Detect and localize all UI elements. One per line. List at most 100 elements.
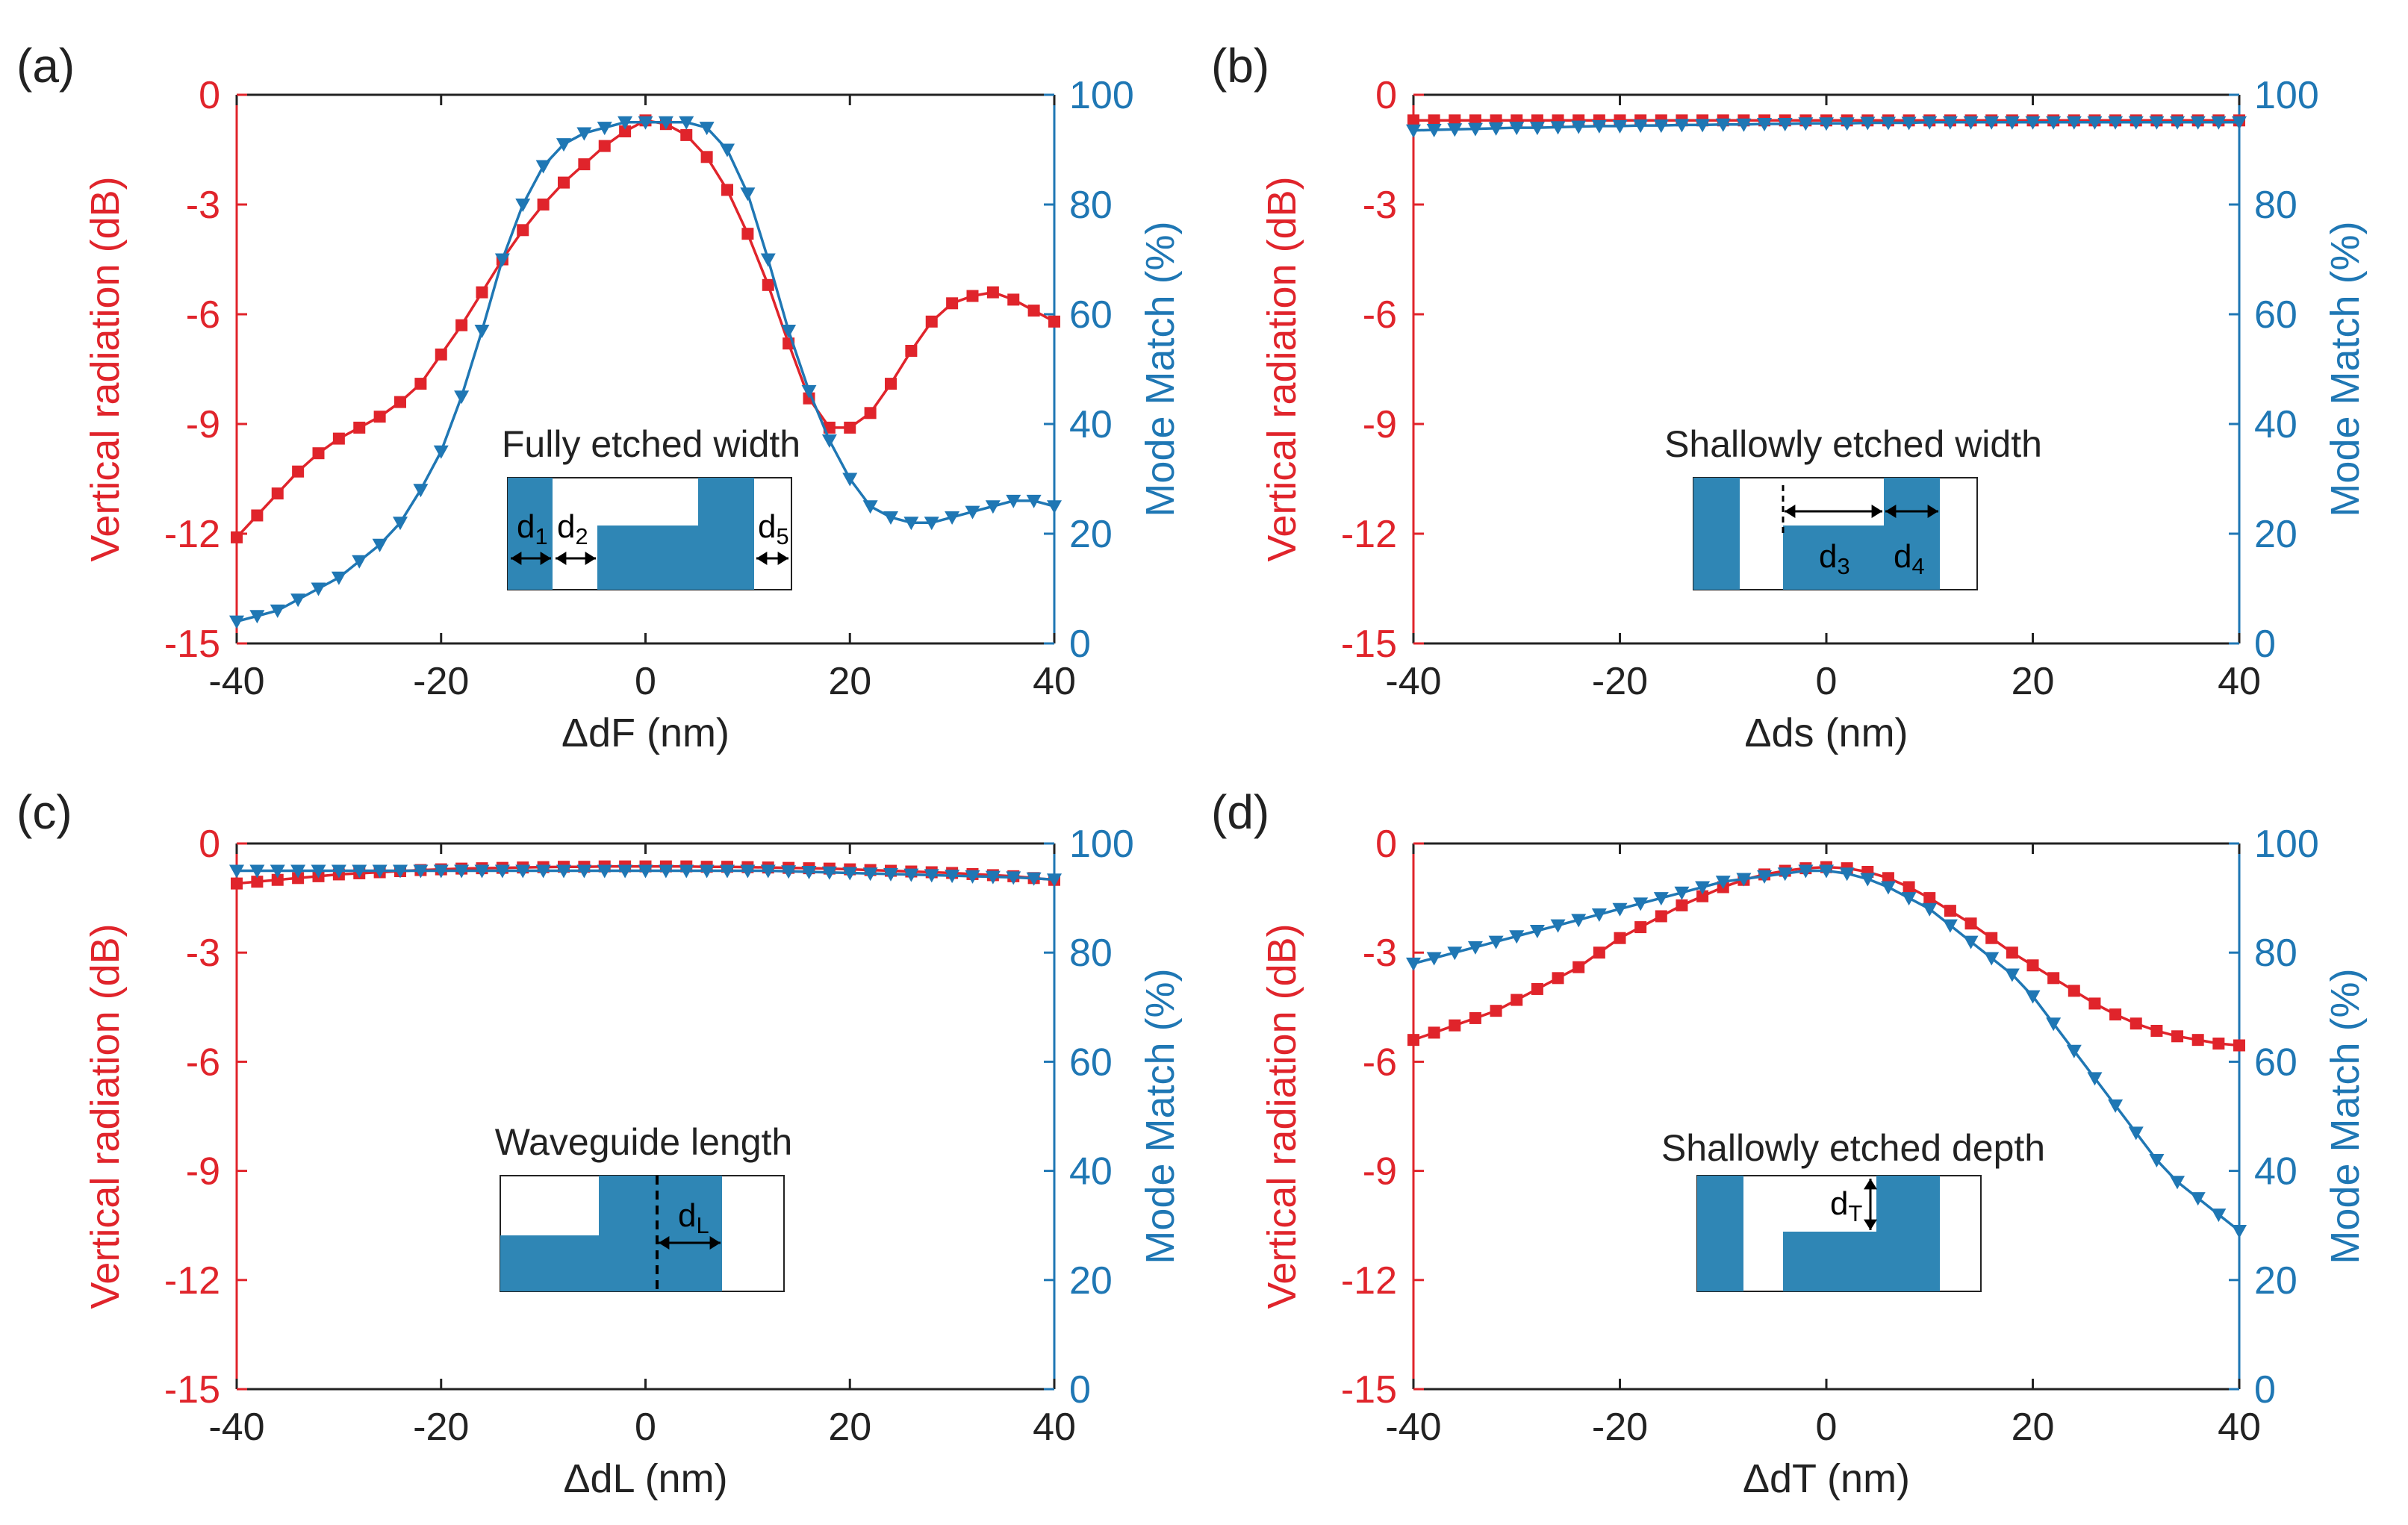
arrow-head	[540, 552, 551, 565]
arrow-head	[709, 1236, 721, 1250]
chart-panel-b: (b)-40 -20 0 20 400-3-6-9-12-15100806040200Δ…	[1211, 39, 2368, 755]
x-tick-label: 20	[828, 660, 871, 703]
y-right-tick-label: 80	[2254, 932, 2297, 975]
data-point-square	[925, 315, 938, 328]
data-point-triangle	[699, 864, 715, 879]
data-point-triangle	[985, 500, 1001, 514]
data-point-triangle	[454, 864, 470, 879]
data-point-triangle	[1674, 886, 1690, 900]
data-point-triangle	[270, 864, 285, 879]
inset-dim-label: d5	[758, 508, 789, 549]
data-point-square	[1407, 1034, 1419, 1047]
data-point-triangle	[801, 384, 817, 399]
y-left-tick-label: -12	[164, 1259, 220, 1303]
data-point-triangle	[2232, 1225, 2247, 1239]
inset-ridge	[599, 1176, 722, 1291]
data-point-triangle	[2087, 116, 2103, 130]
data-point-triangle	[535, 160, 551, 174]
data-point-square	[1696, 890, 1709, 902]
data-point-triangle	[1653, 119, 1669, 134]
panel-letter: (d)	[1211, 785, 1269, 839]
y-right-tick-label: 0	[1069, 1368, 1091, 1412]
data-point-triangle	[2087, 1072, 2103, 1086]
data-point-square	[721, 184, 733, 196]
data-point-triangle	[597, 864, 612, 879]
data-point-triangle	[1942, 919, 1958, 933]
data-point-triangle	[1757, 870, 1773, 884]
data-point-triangle	[2149, 116, 2165, 130]
data-point-square	[1882, 872, 1894, 885]
inset-dim-label: dT	[1830, 1185, 1862, 1226]
data-point-triangle	[454, 390, 470, 405]
y-left-tick-label: -15	[164, 1368, 220, 1412]
data-point-square	[598, 140, 611, 152]
data-point-triangle	[2232, 116, 2247, 130]
data-point-square	[312, 447, 325, 460]
data-point-triangle	[1922, 902, 1938, 917]
data-point-triangle	[760, 864, 776, 879]
y-right-tick-label: 80	[1069, 184, 1113, 227]
data-point-triangle	[1591, 908, 1607, 923]
data-point-triangle	[229, 615, 244, 629]
data-point-triangle	[638, 864, 653, 879]
data-point-triangle	[474, 864, 490, 879]
data-point-triangle	[1426, 124, 1442, 138]
data-point-triangle	[1571, 120, 1587, 134]
arrow-head	[1864, 1179, 1877, 1190]
data-point-triangle	[1529, 122, 1545, 136]
data-point-triangle	[331, 571, 346, 585]
data-point-triangle	[1860, 116, 1876, 131]
x-tick-label: 40	[2218, 1406, 2261, 1449]
data-point-triangle	[2066, 1044, 2082, 1058]
data-point-square	[1449, 1019, 1461, 1032]
inset-ridge	[508, 478, 553, 590]
data-point-square	[231, 877, 243, 890]
y-left-tick-label: -3	[1363, 932, 1397, 975]
data-point-triangle	[1777, 867, 1793, 882]
data-point-triangle	[2190, 1192, 2206, 1206]
inset-dim-label: d4	[1894, 538, 1925, 579]
chart-panel-a: (a)-40 -20 0 20 400-3-6-9-12-15100806040200Δ…	[16, 39, 1183, 755]
y-right-tick-label: 60	[1069, 293, 1113, 337]
x-tick-label: -40	[208, 660, 264, 703]
data-point-square	[1428, 114, 1440, 127]
data-point-triangle	[2149, 1153, 2165, 1167]
x-axis-title: ΔdL (nm)	[563, 1456, 727, 1501]
data-point-triangle	[1612, 119, 1628, 134]
y-left-tick-label: -6	[186, 293, 220, 337]
data-point-triangle	[1550, 919, 1566, 933]
data-point-triangle	[740, 864, 756, 879]
data-point-triangle	[862, 867, 878, 882]
y-left-tick-label: -9	[186, 1150, 220, 1194]
data-point-triangle	[1736, 873, 1752, 887]
y-right-tick-label: 20	[2254, 513, 2297, 556]
data-point-triangle	[352, 555, 367, 569]
y-left-tick-label: -9	[1363, 1150, 1397, 1194]
data-point-square	[1407, 114, 1419, 127]
x-tick-label: 0	[635, 660, 656, 703]
data-point-square	[2129, 1017, 2142, 1030]
data-point-square	[476, 286, 488, 299]
data-point-triangle	[1757, 117, 1773, 131]
y-right-tick-label: 40	[2254, 1150, 2297, 1194]
data-point-triangle	[1509, 122, 1525, 136]
data-point-triangle	[1006, 494, 1021, 508]
data-point-triangle	[2004, 968, 2020, 982]
data-point-triangle	[720, 143, 735, 158]
data-point-triangle	[311, 582, 326, 596]
data-point-triangle	[658, 116, 673, 130]
x-axis-title: ΔdF (nm)	[561, 711, 729, 755]
data-point-triangle	[1963, 116, 1979, 130]
data-point-square	[558, 176, 570, 189]
data-point-triangle	[883, 511, 898, 525]
data-point-triangle	[1550, 121, 1566, 135]
data-point-triangle	[1026, 494, 1042, 508]
data-point-triangle	[679, 864, 694, 879]
data-point-triangle	[1798, 117, 1814, 131]
data-point-square	[1634, 921, 1647, 934]
data-point-square	[864, 407, 877, 420]
data-point-triangle	[1529, 924, 1545, 938]
x-tick-label: -40	[208, 1406, 264, 1449]
data-point-triangle	[821, 434, 837, 449]
